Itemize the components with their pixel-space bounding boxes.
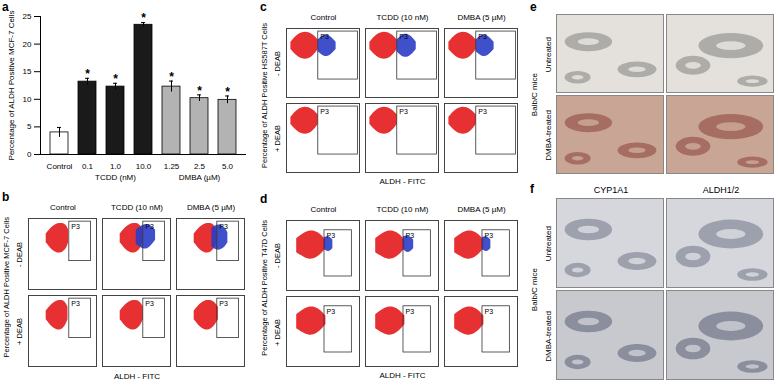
html-text:+ DEAB: + DEAB: [272, 125, 282, 152]
svg-text:20: 20: [23, 40, 32, 49]
html-text:Untreated: Untreated: [543, 226, 553, 262]
svg-text:*: *: [85, 67, 90, 81]
svg-text:5: 5: [27, 122, 32, 131]
svg-text:P3: P3: [326, 308, 335, 315]
svg-text:*: *: [197, 84, 202, 98]
html-text:Percentage of ALDH Positive HS: Percentage of ALDH Positive HS587T Cells: [259, 22, 269, 168]
svg-text:*: *: [225, 85, 230, 99]
svg-text:P3: P3: [219, 300, 228, 307]
html-text:DMBA (5 µM): DMBA (5 µM): [457, 13, 506, 22]
svg-text:P3: P3: [71, 300, 80, 307]
svg-text:P3: P3: [399, 33, 408, 40]
svg-text:P3: P3: [484, 308, 493, 315]
svg-text:Percentage of ALDH Positive MC: Percentage of ALDH Positive MCF-7 Cells: [7, 11, 16, 161]
svg-text:15: 15: [23, 67, 32, 76]
html-text:DMBA (5 µM): DMBA (5 µM): [457, 205, 506, 214]
html-text:Balb/C mice: Balb/C mice: [529, 73, 539, 117]
html-text:CYP1A1: CYP1A1: [593, 185, 629, 195]
html-text:Percentage of ALDH Positive T4: Percentage of ALDH Positive T47D Cells: [259, 220, 269, 356]
svg-text:*: *: [113, 72, 118, 86]
svg-text:P3: P3: [145, 223, 154, 230]
svg-text:P3: P3: [320, 33, 329, 40]
svg-text:P3: P3: [484, 232, 493, 239]
html-text:DMBA (5 µM): DMBA (5 µM): [186, 203, 236, 212]
svg-text:P3: P3: [326, 232, 335, 239]
html-text:f: f: [530, 182, 534, 196]
html-text:+ DEAB: + DEAB: [272, 318, 282, 346]
html-text:ALDH1/2: ALDH1/2: [702, 185, 740, 195]
html-text:Control: Control: [310, 205, 337, 214]
html-text:Untreated: Untreated: [543, 36, 553, 73]
html-text:Balb/C mice: Balb/C mice: [529, 268, 539, 312]
html-text:a: a: [2, 0, 9, 14]
svg-text:P3: P3: [478, 33, 487, 40]
svg-text:TCDD (nM): TCDD (nM): [95, 173, 136, 182]
html-text:c: c: [260, 0, 267, 14]
svg-text:P3: P3: [71, 223, 80, 230]
svg-text:5.0: 5.0: [222, 162, 234, 171]
html-text:TCDD (10 nM): TCDD (10 nM): [111, 203, 163, 212]
html-text:ALDH - FITC: ALDH - FITC: [379, 177, 426, 186]
svg-text:25: 25: [23, 12, 32, 21]
svg-text:P3: P3: [320, 108, 329, 115]
svg-text:P3: P3: [405, 232, 414, 239]
html-text:- DEAB: - DEAB: [272, 243, 282, 269]
html-text:- DEAB: - DEAB: [14, 242, 24, 267]
svg-text:P3: P3: [478, 108, 487, 115]
html-text:d: d: [260, 192, 268, 206]
html-text:TCDD (10 nM): TCDD (10 nM): [376, 13, 429, 22]
svg-text:Control: Control: [47, 162, 73, 171]
html-text:Control: Control: [50, 203, 76, 212]
html-text:- DEAB: - DEAB: [272, 51, 282, 76]
html-text:b: b: [2, 190, 10, 204]
html-text:e: e: [530, 0, 537, 14]
svg-text:1.25: 1.25: [164, 162, 180, 171]
svg-text:0.1: 0.1: [82, 162, 94, 171]
html-text:Percentage of ALDH Positive MC: Percentage of ALDH Positive MCF-7 Cells: [1, 217, 11, 358]
html-text:ALDH - FITC: ALDH - FITC: [379, 371, 426, 380]
svg-text:*: *: [169, 70, 174, 84]
svg-text:2.5: 2.5: [194, 162, 206, 171]
html-text:Control: Control: [310, 13, 337, 22]
svg-text:1.0: 1.0: [110, 162, 122, 171]
html-text:ALDH - FITC: ALDH - FITC: [113, 372, 161, 381]
html-text:DMBA-treated: DMBA-treated: [543, 310, 553, 362]
svg-text:P3: P3: [145, 300, 154, 307]
svg-text:0: 0: [27, 150, 32, 159]
svg-text:P3: P3: [219, 223, 228, 230]
html-text:DMBA-treated: DMBA-treated: [543, 110, 553, 161]
svg-text:10.0: 10.0: [136, 162, 152, 171]
svg-text:P3: P3: [399, 108, 408, 115]
svg-text:P3: P3: [405, 308, 414, 315]
svg-text:DMBA (µM): DMBA (µM): [179, 173, 221, 182]
svg-text:*: *: [141, 11, 146, 25]
html-text:TCDD (10 nM): TCDD (10 nM): [376, 205, 429, 214]
svg-text:10: 10: [23, 95, 32, 104]
html-text:+ DEAB: + DEAB: [14, 318, 24, 345]
